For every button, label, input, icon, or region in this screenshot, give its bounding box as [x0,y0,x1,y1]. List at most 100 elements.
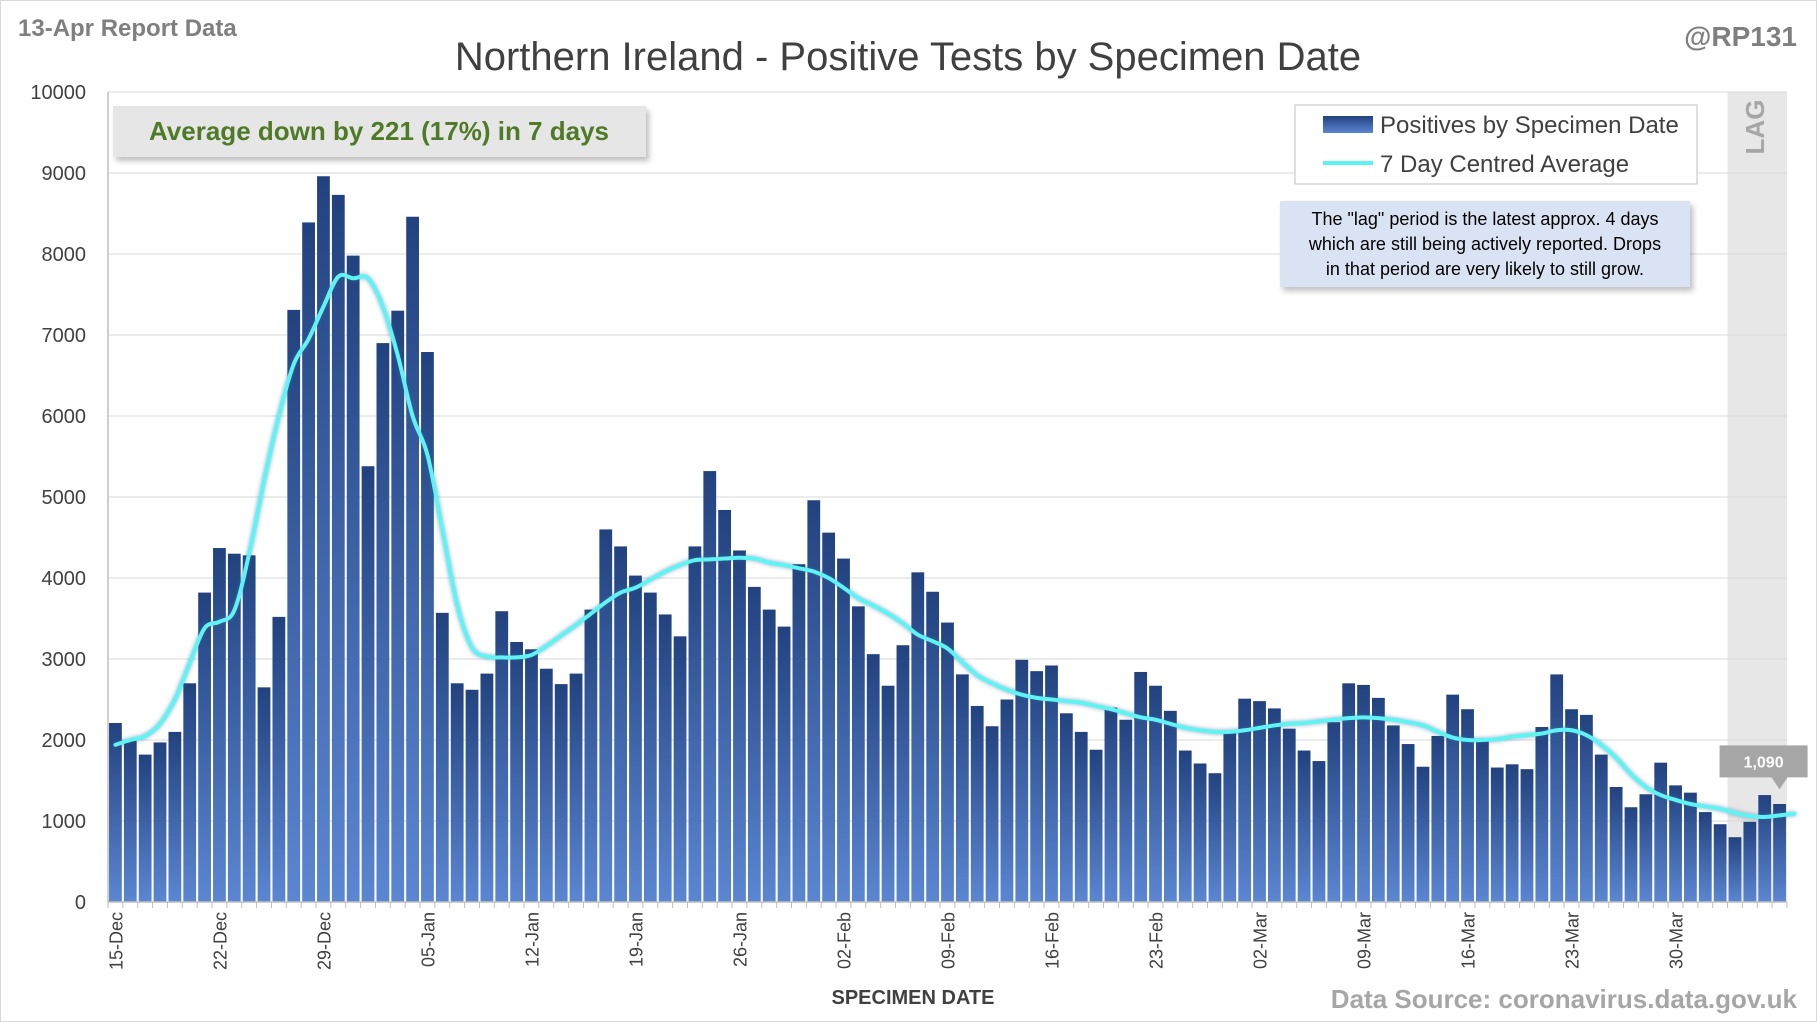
bar [361,466,375,902]
lag-note-line-1: The "lag" period is the latest approx. 4… [1312,209,1659,229]
bar [138,754,152,902]
bar [495,611,509,902]
bar [227,553,241,902]
bar [1550,674,1564,902]
bar [1297,750,1311,902]
bar [1461,709,1474,902]
bar [257,687,271,902]
bar [807,500,821,902]
bar [1728,837,1742,902]
x-tick-label: 26-Jan [730,912,750,967]
bar [391,310,405,902]
bar [703,471,717,902]
bar [599,529,613,902]
bar [747,586,761,902]
bar [1327,722,1341,902]
bar [1624,807,1638,902]
bar [866,654,880,902]
bar [1312,761,1326,902]
bar [688,546,702,902]
bar [1416,766,1430,902]
bar [1342,683,1356,902]
y-tick-label: 8000 [42,244,87,266]
bars [109,176,1786,903]
bar [109,722,122,902]
bar [435,612,449,902]
bar [272,616,286,902]
bar [1000,699,1014,902]
y-tick-label: 9000 [42,163,87,185]
bar [1476,738,1489,902]
axes [107,92,1788,908]
bar [584,609,598,902]
x-tick-label: 29-Dec [314,912,334,970]
bar [822,532,836,902]
x-tick-label: 30-Mar [1667,912,1687,969]
bar [1104,707,1118,902]
bar [1178,750,1192,902]
chart-title: Northern Ireland - Positive Tests by Spe… [455,35,1361,79]
bar [985,726,999,902]
bar [153,742,167,902]
bar [331,194,345,902]
bar [1238,698,1252,902]
bar [1535,727,1549,902]
bar [1208,773,1222,902]
bar [1282,728,1296,902]
bar [525,649,538,902]
bar [123,740,137,902]
bar [1045,665,1058,902]
bar [1357,684,1370,902]
bar [1609,786,1623,902]
y-tick-label: 7000 [42,325,87,347]
lag-note-box [1280,201,1690,287]
y-tick-label: 6000 [42,406,87,428]
bar [1119,719,1133,902]
summary-text: Average down by 221 (17%) in 7 days [149,116,609,146]
bar [569,673,583,902]
bar [1149,685,1162,902]
bar [346,255,360,902]
bar [777,626,791,902]
bar [1639,794,1653,902]
x-tick-label: 19-Jan [626,912,646,967]
bar [421,352,434,902]
x-tick-label: 15-Dec [106,912,126,970]
bar [941,622,954,902]
bar [198,592,211,902]
bar [539,668,553,902]
bar [1713,824,1727,902]
bar [1074,731,1088,902]
y-tick-label: 2000 [42,730,87,752]
lag-note-line-2: which are still being actively reported.… [1308,234,1661,254]
bar [896,645,910,902]
bar [317,176,330,903]
bar [1684,792,1697,902]
x-tick-label: 09-Mar [1355,912,1375,969]
x-tick-label: 05-Jan [418,912,438,967]
handle: @RP131 [1684,21,1797,52]
legend-bar-label: Positives by Specimen Date [1380,112,1679,139]
y-tick-label: 0 [75,892,86,914]
bar [851,606,865,902]
x-tick-labels: 15-Dec 22-Dec 29-Dec 05-Jan 12-Jan 19-Jan 26-J… [106,912,1686,970]
x-tick-label: 02-Mar [1251,912,1271,969]
legend-bar-swatch [1323,116,1373,133]
bar [926,591,940,902]
bar [1030,671,1044,902]
x-tick-label: 23-Mar [1563,912,1583,969]
bar [1134,671,1148,902]
bar [1372,697,1385,902]
lag-note-line-3: in that period are very likely to still … [1326,259,1644,279]
y-tick-label: 1000 [42,811,87,833]
summary-box-background [113,106,646,157]
bar [1490,767,1504,902]
bar [837,558,850,902]
bar [1059,713,1073,902]
legend: Positives by Specimen Date 7 Day Centred… [1294,104,1698,185]
bar [911,572,925,902]
bar [643,592,657,902]
bar [1401,744,1415,902]
bar [1669,785,1682,902]
x-tick-label: 02-Feb [834,912,854,969]
